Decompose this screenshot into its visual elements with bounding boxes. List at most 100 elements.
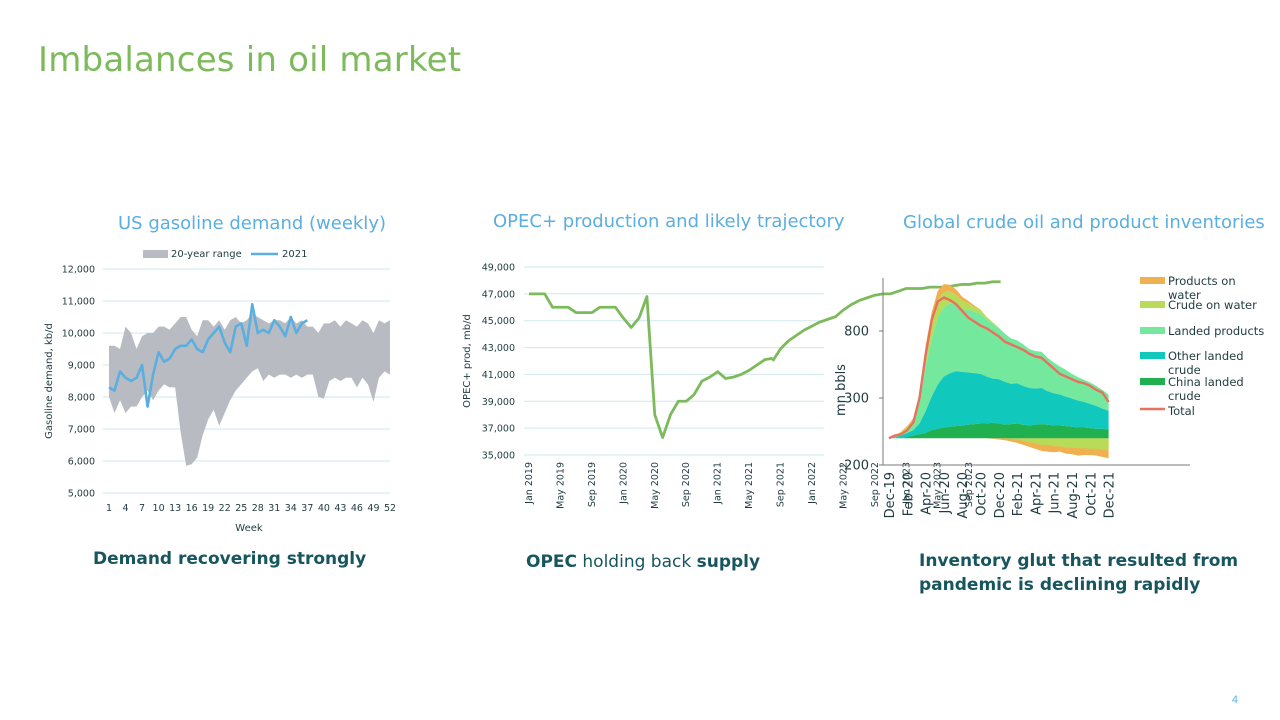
- opec-x-tick-label: May 2020: [650, 462, 661, 509]
- inventory-x-tick-label: Apr-21: [1029, 472, 1044, 515]
- inventory-y-axis-label: mn bbls: [834, 364, 849, 416]
- inventory-other-landed-crude-area: [889, 371, 1109, 439]
- inventory-legend-products-on-water-swatch: [1140, 277, 1165, 284]
- inventory-total-line: [888, 296, 1110, 440]
- inventory-x-tick-label: Oct-21: [1084, 472, 1099, 516]
- inventory-y-tick-label: 800: [844, 325, 869, 340]
- gasoline-x-tick-label: 22: [219, 503, 231, 514]
- gasoline-y-tick-label: 10,000: [62, 329, 95, 340]
- inventory-legend-other-landed-crude-swatch: [1140, 352, 1165, 359]
- gasoline-y-tick-label: 8,000: [68, 393, 95, 404]
- opec-caption: OPEC holding back supply: [526, 550, 760, 574]
- opec-caption-middle: holding back: [577, 552, 697, 572]
- inventory-legend-products-on-water-label: Products on water: [1168, 274, 1236, 302]
- opec-caption-opec: OPEC: [526, 552, 577, 572]
- gasoline-legend-range-swatch: [143, 250, 168, 258]
- opec-y-tick-label: 41,000: [482, 370, 515, 381]
- gasoline-x-tick-label: 28: [252, 503, 264, 514]
- opec-y-tick-label: 39,000: [482, 397, 515, 408]
- gasoline-2021-line: [108, 302, 309, 408]
- gasoline-range-area: [109, 313, 390, 466]
- inventory-legend-crude-on-water-swatch: [1140, 301, 1165, 308]
- opec-y-tick-label: 35,000: [482, 451, 515, 462]
- gasoline-legend-2021-label: 2021: [282, 249, 307, 260]
- gasoline-caption: Demand recovering strongly: [93, 549, 367, 569]
- gasoline-y-tick-label: 6,000: [68, 457, 95, 468]
- opec-y-axis-label: OPEC+ prod, mb/d: [462, 314, 473, 408]
- opec-x-tick-label: May 2022: [838, 462, 849, 509]
- inventory-landed-products-area: [889, 303, 1109, 439]
- inventory-x-tick-label: Oct-20: [975, 472, 990, 516]
- inventory-x-tick-label: Jun-20: [938, 472, 953, 515]
- opec-x-tick-label: Jan 2023: [901, 462, 912, 505]
- opec-x-tick-label: May 2019: [555, 462, 566, 509]
- inventory-crude-on-water-negative-area: [889, 438, 1109, 451]
- opec-chart-title: OPEC+ production and likely trajectory: [493, 211, 845, 232]
- gasoline-x-tick-label: 49: [367, 503, 379, 514]
- inventory-x-tick-label: Dec-19: [883, 472, 898, 518]
- inventory-caption-line1: Inventory glut that resulted from: [919, 551, 1239, 571]
- gasoline-x-axis-label: Week: [235, 523, 263, 534]
- gasoline-x-tick-label: 46: [351, 503, 363, 514]
- inventory-x-tick-label: Feb-21: [1011, 472, 1026, 516]
- opec-x-tick-label: Sep 2023: [964, 462, 975, 507]
- gasoline-x-tick-label: 1: [106, 503, 112, 514]
- gasoline-x-tick-label: 4: [123, 503, 129, 514]
- slide-title: Imbalances in oil market: [38, 40, 462, 80]
- inventory-china-landed-crude-area: [889, 422, 1109, 439]
- opec-x-tick-label: Sep 2022: [870, 462, 881, 507]
- inventory-x-tick-label: Aug-20: [956, 472, 971, 519]
- inventory-x-tick-label: Apr-20: [920, 472, 935, 515]
- gasoline-x-tick-label: 16: [186, 503, 198, 514]
- opec-x-tick-label: Sep 2021: [776, 462, 787, 507]
- gasoline-chart-title: US gasoline demand (weekly): [118, 213, 386, 234]
- gasoline-x-tick-label: 13: [169, 503, 181, 514]
- inventory-legend-total-label: Total: [1167, 404, 1195, 418]
- gasoline-y-axis-label: Gasoline demand, kb/d: [44, 323, 55, 439]
- opec-x-tick-label: Jan 2022: [807, 462, 818, 505]
- opec-y-tick-label: 49,000: [482, 263, 515, 274]
- opec-x-tick-label: Jan 2020: [618, 462, 629, 505]
- gasoline-y-tick-label: 5,000: [68, 489, 95, 500]
- inventory-caption-line2: pandemic is declining rapidly: [919, 575, 1201, 595]
- gasoline-x-tick-label: 10: [153, 503, 165, 514]
- opec-y-tick-label: 37,000: [482, 424, 515, 435]
- opec-x-tick-label: Jan 2019: [524, 462, 535, 505]
- gasoline-y-tick-label: 12,000: [62, 265, 95, 276]
- gasoline-y-tick-label: 11,000: [62, 297, 95, 308]
- inventory-legend-crude-on-water-label: Crude on water: [1168, 298, 1257, 312]
- opec-x-tick-label: Sep 2020: [681, 462, 692, 507]
- inventory-y-tick-label: 300: [844, 392, 869, 407]
- inventory-legend-china-landed-crude-label: China landed crude: [1168, 375, 1244, 403]
- opec-x-tick-label: May 2023: [933, 462, 944, 509]
- opec-x-tick-label: Sep 2019: [587, 462, 598, 507]
- gasoline-x-tick-label: 52: [384, 503, 396, 514]
- gasoline-x-tick-label: 43: [334, 503, 346, 514]
- inventory-y-tick-label: -200: [839, 459, 869, 474]
- gasoline-x-tick-label: 19: [202, 503, 214, 514]
- inventory-legend-china-landed-crude-swatch: [1140, 378, 1165, 385]
- inventory-legend-other-landed-crude-label: Other landed crude: [1168, 349, 1244, 377]
- page-number: 4: [1231, 694, 1238, 706]
- gasoline-y-tick-label: 7,000: [68, 425, 95, 436]
- inventory-legend-landed-products-label: Landed products: [1168, 324, 1264, 338]
- gasoline-x-tick-label: 37: [301, 503, 313, 514]
- opec-y-tick-label: 45,000: [482, 316, 515, 327]
- opec-caption-supply: supply: [696, 552, 761, 572]
- opec-x-tick-label: Jan 2021: [713, 462, 724, 505]
- inventory-x-tick-label: Jun-21: [1048, 472, 1063, 515]
- opec-y-tick-label: 43,000: [482, 343, 515, 354]
- inventory-x-tick-label: Dec-20: [993, 472, 1008, 518]
- gasoline-x-tick-label: 7: [139, 503, 145, 514]
- gasoline-x-tick-label: 25: [235, 503, 247, 514]
- inventory-legend-landed-products-swatch: [1140, 327, 1165, 334]
- inventory-chart-title: Global crude oil and product inventories: [903, 212, 1265, 233]
- opec-x-tick-label: May 2021: [744, 462, 755, 509]
- gasoline-x-tick-label: 40: [318, 503, 330, 514]
- opec-projected-line: [771, 280, 1001, 362]
- inventory-x-tick-label: Feb-20: [901, 472, 916, 516]
- gasoline-x-tick-label: 34: [285, 503, 297, 514]
- opec-y-tick-label: 47,000: [482, 289, 515, 300]
- gasoline-x-tick-label: 31: [268, 503, 280, 514]
